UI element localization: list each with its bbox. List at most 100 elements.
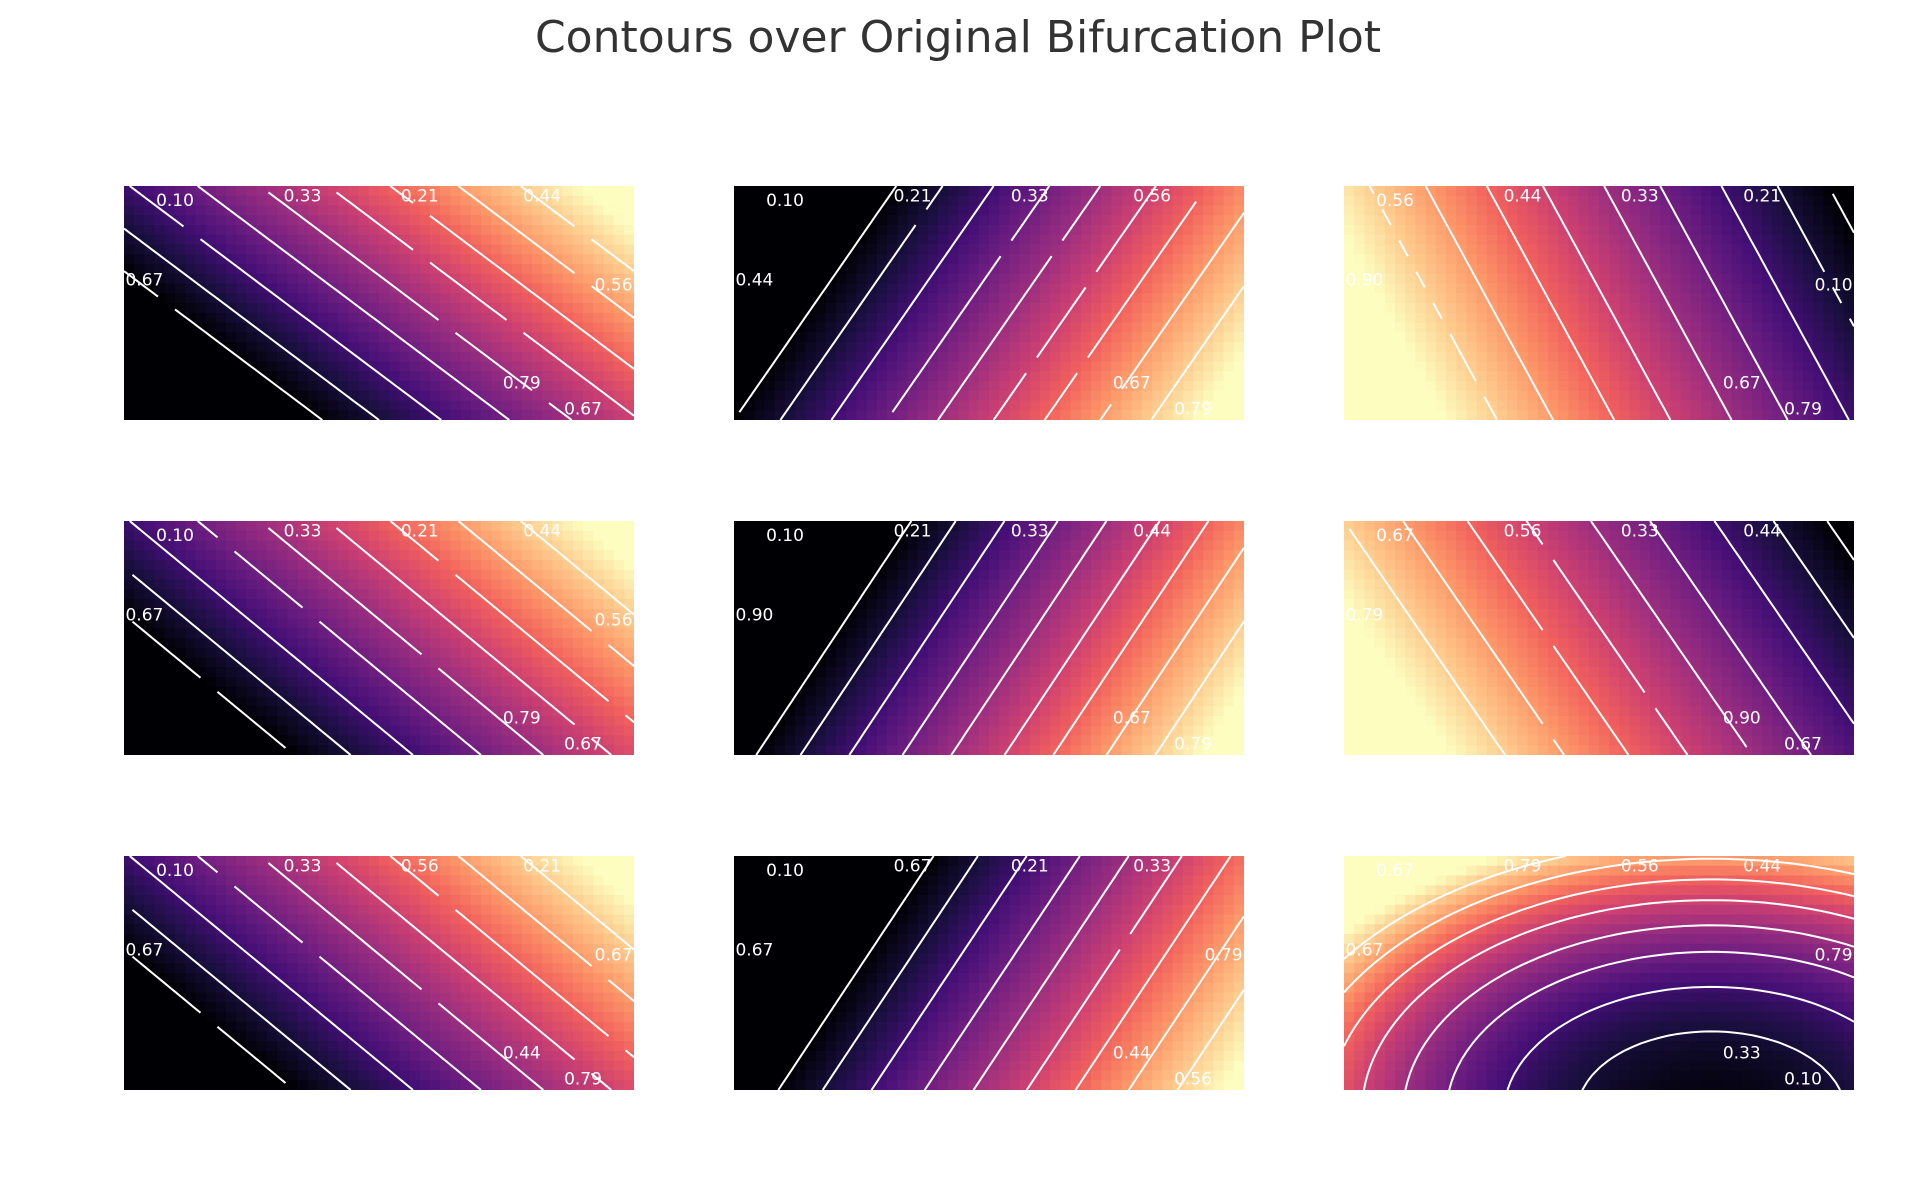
- contour-line-p31-3: [197, 856, 482, 1090]
- contour-label-p12-3: 0.56: [1133, 186, 1171, 206]
- contour-label-p31-7: 0.67: [595, 945, 633, 965]
- contour-label-p12-4: 0.67: [1113, 374, 1151, 394]
- contour-line-p13-5: [1542, 186, 1672, 420]
- contour-line-p31-4: [267, 862, 544, 1090]
- contour-line-p32-0: [777, 856, 935, 1090]
- contour-label-p23-0: 0.67: [1376, 526, 1414, 546]
- contour-line-p12-7: [1099, 212, 1244, 420]
- contour-fill-p21: [124, 521, 634, 755]
- contour-panel-p33: 0.67 0.79 0.56 0.44 0.33 0.10 0.67 0.79: [1344, 856, 1854, 1090]
- contour-line-p23-2: [1713, 521, 1854, 725]
- contour-line-p33-5: [1362, 899, 1854, 1090]
- contour-label-p22-2: 0.33: [1011, 521, 1049, 541]
- contour-line-p11-6: [389, 186, 634, 370]
- contour-line-p12-2: [830, 186, 995, 420]
- contour-label-p23-2: 0.33: [1621, 521, 1659, 541]
- contour-label-p22-4: 0.67: [1113, 709, 1151, 729]
- contour-line-p21-3: [197, 521, 482, 755]
- contour-line-p12-0: [738, 186, 898, 413]
- contour-fill-p11: [124, 186, 634, 420]
- contour-line-p32-5: [1025, 856, 1183, 1090]
- contour-label-p31-0: 0.10: [156, 861, 194, 881]
- contour-line-p33-2: [1506, 985, 1854, 1090]
- contour-panel-p21: 0.10 0.33 0.21 0.44 0.79 0.67 0.67 0.56: [124, 521, 634, 755]
- contour-line-p33-1: [1581, 1030, 1841, 1090]
- contour-line-p23-6: [1466, 521, 1630, 755]
- contour-line-p23-1: [1772, 521, 1854, 639]
- contour-label-p33-1: 0.79: [1504, 856, 1542, 876]
- contour-line-p11-0: [124, 270, 323, 420]
- contour-line-p21-4: [267, 527, 544, 755]
- contour-line-p31-1: [131, 909, 352, 1090]
- contour-panel-p22: 0.10 0.21 0.33 0.44 0.67 0.79 0.90: [734, 521, 1244, 755]
- contour-line-p11-7: [457, 186, 634, 319]
- contour-line-p33-6: [1344, 878, 1854, 1047]
- contour-label-p31-4: 0.44: [503, 1044, 541, 1064]
- contour-line-p23-0: [1826, 521, 1854, 561]
- contour-label-p21-7: 0.56: [595, 610, 633, 630]
- contour-line-p31-5: [335, 862, 612, 1090]
- contour-label-p21-3: 0.44: [523, 521, 561, 541]
- contour-line-p23-3: [1649, 521, 1812, 755]
- contour-label-p31-5: 0.79: [564, 1069, 602, 1089]
- contour-line-p23-5: [1525, 521, 1689, 755]
- contour-label-p21-6: 0.67: [125, 606, 163, 626]
- contour-label-p13-1: 0.44: [1504, 186, 1542, 206]
- contour-label-p22-0: 0.10: [766, 526, 804, 546]
- contour-fill-p12: [734, 186, 1244, 420]
- contour-label-p21-4: 0.79: [503, 709, 541, 729]
- contour-label-p13-0: 0.56: [1376, 191, 1414, 211]
- contour-label-p32-7: 0.79: [1205, 945, 1243, 965]
- contour-line-p12-3: [891, 186, 1051, 413]
- contour-line-p23-7: [1402, 521, 1565, 755]
- contour-line-p32-4: [972, 856, 1130, 1090]
- contour-line-p21-8: [520, 521, 634, 616]
- contour-label-p11-7: 0.56: [595, 275, 633, 295]
- contour-line-p23-8: [1348, 528, 1506, 755]
- contour-line-p32-8: [1176, 989, 1244, 1090]
- contour-label-p22-3: 0.44: [1133, 521, 1171, 541]
- contour-fill-p32: [734, 856, 1244, 1090]
- contour-line-p33-4: [1404, 924, 1854, 1090]
- contour-label-p33-5: 0.10: [1784, 1069, 1822, 1089]
- contour-line-p13-1: [1776, 186, 1854, 327]
- contour-label-p12-0: 0.10: [766, 191, 804, 211]
- contour-line-p11-5: [335, 191, 634, 417]
- contour-label-p11-1: 0.33: [284, 186, 322, 206]
- contour-label-p22-5: 0.79: [1174, 734, 1212, 754]
- contour-label-p13-5: 0.79: [1784, 399, 1822, 419]
- contour-label-p12-2: 0.33: [1011, 186, 1049, 206]
- contour-line-p12-1: [779, 186, 944, 420]
- contour-label-p33-4: 0.33: [1723, 1044, 1761, 1064]
- contour-line-p21-6: [389, 521, 634, 723]
- contour-label-p23-6: 0.79: [1345, 606, 1383, 626]
- contour-line-p32-2: [870, 856, 1028, 1090]
- contour-line-p21-0: [131, 620, 287, 749]
- contour-fill-p33: [1344, 856, 1854, 1090]
- contour-line-p12-5: [992, 186, 1157, 420]
- contour-line-p13-7: [1424, 186, 1554, 420]
- contour-panel-p31: 0.10 0.33 0.56 0.21 0.44 0.79 0.67 0.67: [124, 856, 634, 1090]
- contour-panel-p11: 0.10 0.33 0.21 0.44 0.79 0.67 0.67 0.56: [124, 186, 634, 420]
- contour-fill-p23: [1344, 521, 1854, 755]
- contour-line-p21-1: [131, 574, 352, 755]
- contour-line-p13-8: [1368, 186, 1498, 420]
- contour-line-p32-7: [1127, 915, 1244, 1090]
- contour-line-p31-8: [520, 856, 634, 951]
- contour-panel-p23: 0.67 0.56 0.33 0.44 0.90 0.67 0.79: [1344, 521, 1854, 755]
- contour-line-p32-1: [821, 856, 979, 1090]
- contour-line-p11-2: [129, 186, 442, 420]
- contour-label-p13-7: 0.10: [1815, 275, 1853, 295]
- contour-label-p12-6: 0.44: [735, 271, 773, 291]
- contour-fill-p31: [124, 856, 634, 1090]
- contour-line-p13-2: [1720, 186, 1850, 420]
- contour-line-p31-0: [131, 955, 287, 1084]
- contour-label-p11-0: 0.10: [156, 191, 194, 211]
- contour-label-p11-2: 0.21: [401, 186, 439, 206]
- contour-label-p11-5: 0.67: [564, 399, 602, 419]
- contour-label-p11-4: 0.79: [503, 374, 541, 394]
- contour-line-p12-6: [1043, 201, 1197, 420]
- contour-label-p23-3: 0.44: [1743, 521, 1781, 541]
- contour-line-p21-7: [457, 521, 634, 667]
